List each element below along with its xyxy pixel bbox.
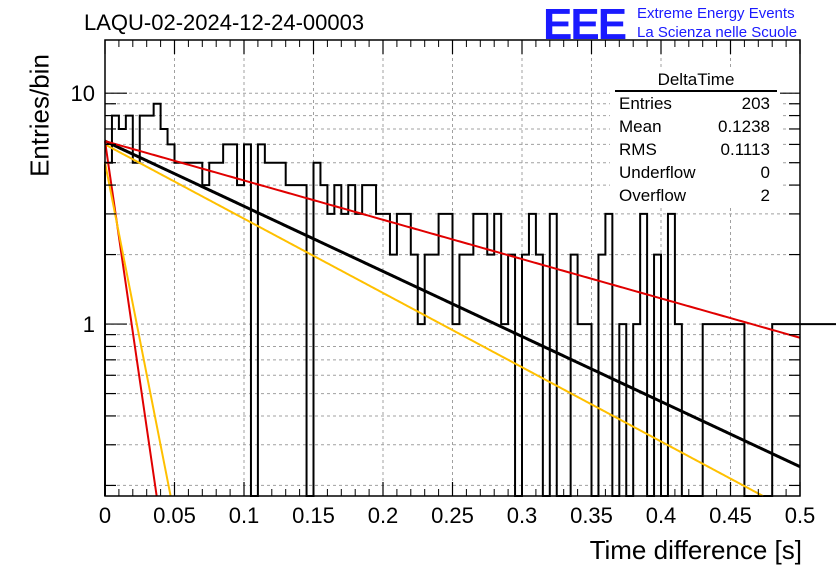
stats-label: Entries xyxy=(619,94,672,113)
x-tick-label: 0.3 xyxy=(507,503,538,528)
stats-row-entries: Entries 203 xyxy=(610,92,780,115)
x-tick-label: 0.5 xyxy=(785,503,816,528)
stats-row-overflow: Overflow 2 xyxy=(610,184,780,207)
y-axis-label: Entries/bin xyxy=(24,54,55,177)
x-tick-label: 0.45 xyxy=(709,503,752,528)
stats-label: Overflow xyxy=(619,186,687,205)
logo-line-1: Extreme Energy Events xyxy=(637,5,795,22)
fit-curve-0 xyxy=(104,139,801,469)
histogram-outline xyxy=(104,102,836,497)
stats-label: RMS xyxy=(619,140,657,159)
stats-value: 0 xyxy=(760,163,770,182)
x-axis-label: Time difference [s] xyxy=(589,535,802,565)
y-tick-label: 1 xyxy=(83,312,95,337)
fit-curve-1 xyxy=(104,140,801,339)
x-tick-label: 0.2 xyxy=(368,503,399,528)
stats-value: 0.1113 xyxy=(720,140,770,159)
fit-curve-3 xyxy=(104,140,158,497)
x-tick-label: 0.1 xyxy=(229,503,260,528)
stats-label: Mean xyxy=(619,117,662,136)
logo-caption: Extreme Energy Events La Scienza nelle S… xyxy=(637,4,797,42)
x-tick-label: 0.35 xyxy=(570,503,613,528)
y-tick-label: 10 xyxy=(71,81,95,106)
eee-logo: EEE xyxy=(543,0,627,49)
x-tick-label: 0.05 xyxy=(153,503,196,528)
stats-label: Underflow xyxy=(619,163,696,182)
x-tick-label: 0 xyxy=(99,503,111,528)
fit-curves xyxy=(104,139,801,497)
axis-ticks: 0 0.05 0.1 0.15 0.2 0.25 0.3 0.35 0.4 0.45 0.5 1 10 xyxy=(71,40,816,528)
stats-row-underflow: Underflow 0 xyxy=(610,161,780,184)
x-tick-label: 0.15 xyxy=(292,503,335,528)
stats-value: 2 xyxy=(760,186,770,205)
x-tick-label: 0.4 xyxy=(646,503,677,528)
fit-curve-4 xyxy=(104,162,172,497)
stats-title: DeltaTime xyxy=(615,70,777,92)
stats-row-rms: RMS 0.1113 xyxy=(610,138,780,161)
stats-value: 0.1238 xyxy=(718,117,770,136)
stats-value: 203 xyxy=(741,94,770,113)
fit-curve-2 xyxy=(104,143,764,497)
stats-row-mean: Mean 0.1238 xyxy=(610,115,780,138)
histogram-bars xyxy=(104,102,836,497)
chart-title: LAQU-02-2024-12-24-00003 xyxy=(84,10,365,35)
logo-line-2: La Scienza nelle Scuole xyxy=(637,24,798,41)
x-tick-label: 0.25 xyxy=(431,503,474,528)
stats-box: DeltaTime Entries 203 Mean 0.1238 RMS 0.… xyxy=(610,70,780,207)
